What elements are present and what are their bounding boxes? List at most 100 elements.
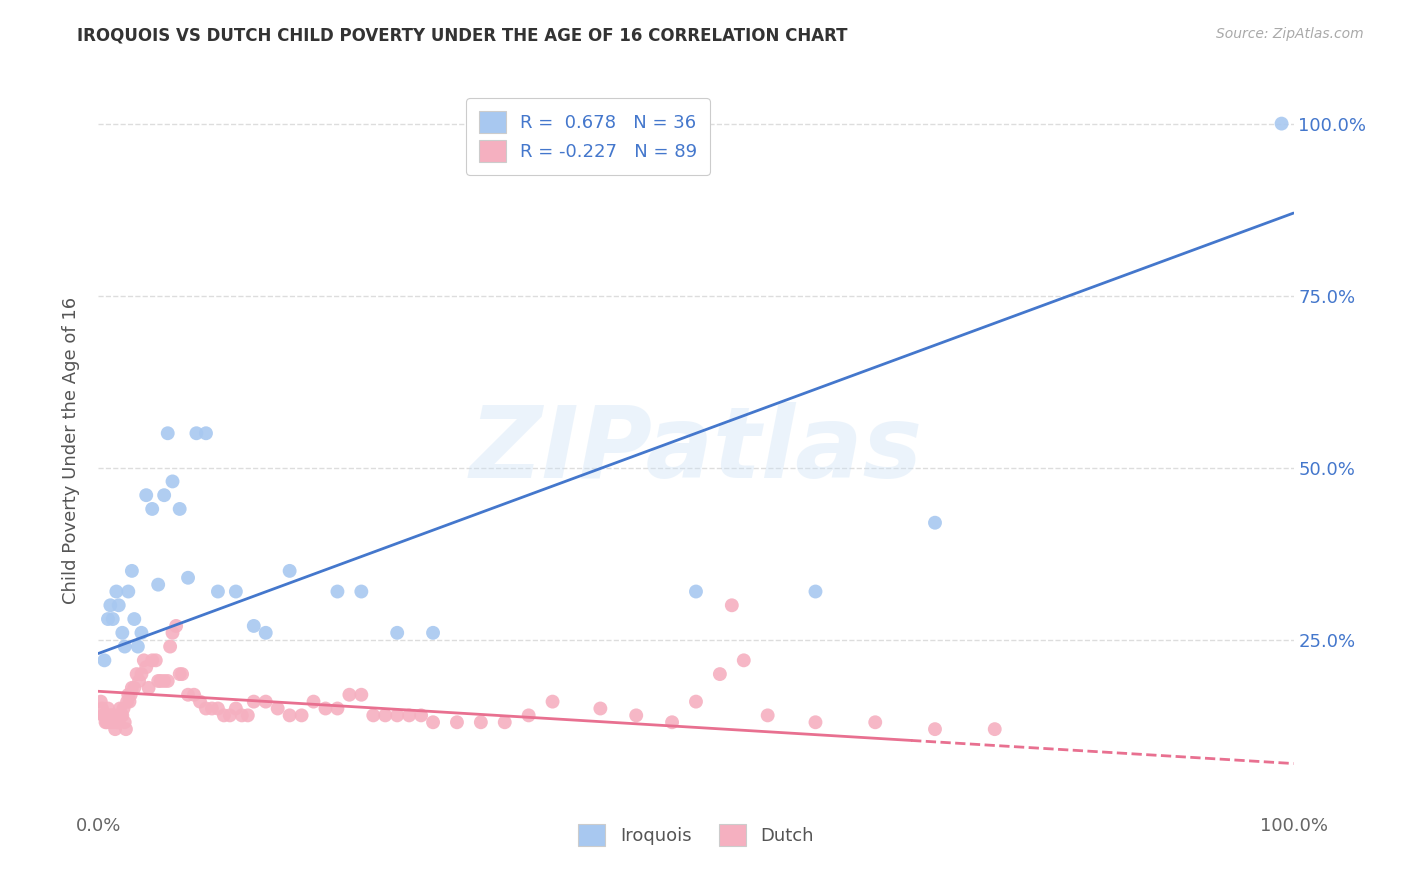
Point bbox=[112, 701, 135, 715]
Point bbox=[107, 708, 129, 723]
Point bbox=[156, 426, 179, 441]
Point bbox=[685, 584, 707, 599]
Point bbox=[96, 715, 118, 730]
Point bbox=[91, 708, 114, 723]
Point bbox=[470, 715, 492, 730]
Point bbox=[104, 722, 127, 736]
Point bbox=[398, 708, 420, 723]
Point bbox=[162, 625, 184, 640]
Point bbox=[165, 619, 187, 633]
Legend: Iroquois, Dutch: Iroquois, Dutch bbox=[571, 817, 821, 854]
Point bbox=[315, 701, 337, 715]
Point bbox=[924, 516, 946, 530]
Point bbox=[145, 653, 167, 667]
Point bbox=[188, 695, 211, 709]
Point bbox=[124, 681, 146, 695]
Point bbox=[212, 708, 235, 723]
Point bbox=[243, 619, 266, 633]
Point bbox=[153, 488, 176, 502]
Point bbox=[446, 715, 468, 730]
Point bbox=[91, 701, 114, 715]
Point bbox=[121, 681, 143, 695]
Point bbox=[661, 715, 683, 730]
Point bbox=[115, 722, 138, 736]
Point bbox=[101, 715, 124, 730]
Point bbox=[385, 625, 409, 640]
Point bbox=[153, 673, 176, 688]
Point bbox=[115, 695, 138, 709]
Point bbox=[117, 688, 139, 702]
Point bbox=[207, 584, 229, 599]
Point bbox=[98, 599, 122, 613]
Point bbox=[118, 695, 141, 709]
Point bbox=[326, 584, 349, 599]
Point bbox=[101, 612, 124, 626]
Point bbox=[141, 502, 163, 516]
Point bbox=[169, 502, 191, 516]
Point bbox=[278, 564, 301, 578]
Point bbox=[685, 695, 707, 709]
Point bbox=[148, 673, 170, 688]
Point bbox=[111, 625, 134, 640]
Point bbox=[111, 708, 134, 723]
Point bbox=[721, 599, 744, 613]
Point bbox=[195, 426, 218, 441]
Point bbox=[114, 640, 136, 654]
Point bbox=[267, 701, 290, 715]
Point bbox=[195, 701, 218, 715]
Point bbox=[97, 612, 120, 626]
Point bbox=[159, 640, 181, 654]
Point bbox=[141, 653, 163, 667]
Point bbox=[98, 708, 121, 723]
Point bbox=[225, 584, 247, 599]
Point bbox=[494, 715, 516, 730]
Point bbox=[243, 695, 266, 709]
Point bbox=[103, 708, 125, 723]
Point bbox=[804, 715, 827, 730]
Point bbox=[326, 701, 349, 715]
Point bbox=[411, 708, 433, 723]
Y-axis label: Child Poverty Under the Age of 16: Child Poverty Under the Age of 16 bbox=[62, 297, 80, 604]
Point bbox=[733, 653, 755, 667]
Point bbox=[135, 488, 157, 502]
Point bbox=[135, 660, 157, 674]
Point bbox=[865, 715, 887, 730]
Point bbox=[236, 708, 259, 723]
Point bbox=[201, 701, 224, 715]
Point bbox=[177, 688, 200, 702]
Point bbox=[385, 708, 409, 723]
Point bbox=[131, 625, 153, 640]
Point bbox=[219, 708, 242, 723]
Point bbox=[278, 708, 301, 723]
Point bbox=[149, 673, 172, 688]
Point bbox=[105, 715, 128, 730]
Point bbox=[177, 571, 200, 585]
Point bbox=[114, 715, 136, 730]
Point bbox=[93, 653, 115, 667]
Point bbox=[125, 667, 148, 681]
Point bbox=[186, 426, 208, 441]
Point bbox=[97, 701, 120, 715]
Point bbox=[183, 688, 205, 702]
Point bbox=[108, 701, 131, 715]
Point bbox=[541, 695, 564, 709]
Point bbox=[207, 701, 229, 715]
Point bbox=[517, 708, 540, 723]
Point bbox=[302, 695, 325, 709]
Point bbox=[110, 708, 132, 723]
Point bbox=[709, 667, 731, 681]
Point bbox=[924, 722, 946, 736]
Point bbox=[339, 688, 361, 702]
Point bbox=[422, 625, 444, 640]
Point bbox=[98, 715, 122, 730]
Point bbox=[107, 715, 129, 730]
Point bbox=[124, 612, 146, 626]
Point bbox=[363, 708, 385, 723]
Point bbox=[350, 584, 373, 599]
Text: ZIPatlas: ZIPatlas bbox=[470, 402, 922, 499]
Point bbox=[804, 584, 827, 599]
Point bbox=[100, 708, 122, 723]
Point bbox=[156, 673, 179, 688]
Text: IROQUOIS VS DUTCH CHILD POVERTY UNDER THE AGE OF 16 CORRELATION CHART: IROQUOIS VS DUTCH CHILD POVERTY UNDER TH… bbox=[77, 27, 848, 45]
Point bbox=[128, 673, 150, 688]
